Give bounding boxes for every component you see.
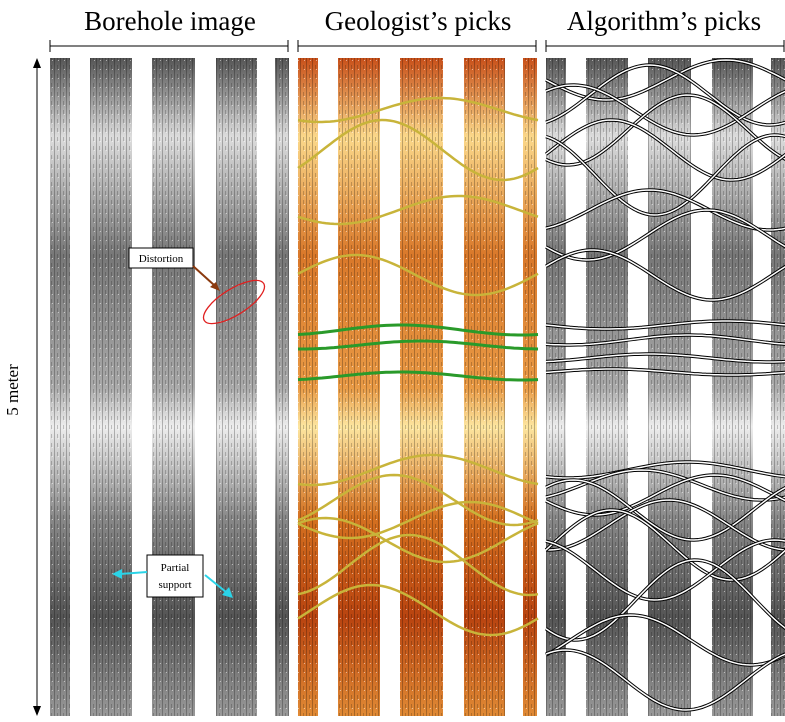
strip-texture [464,58,505,716]
note: support [159,579,192,591]
panel [298,58,538,716]
panel-title: Geologist’s picks [325,6,512,36]
depth-label: 5 meter [3,364,22,416]
strip-texture [50,58,70,716]
strip-texture [400,58,443,716]
strip-texture [546,58,566,716]
panel [50,58,289,716]
strip-texture [523,58,537,716]
figure: Borehole image Geologist’s picks Algorit… [0,0,785,722]
strip-texture [275,58,289,716]
note: Partial [161,562,190,574]
strip-texture [216,58,257,716]
note: Distortion [139,253,184,265]
strip-texture [152,58,195,716]
depth-arrow [33,58,41,716]
brackets [50,40,784,52]
panel-titles: Borehole image Geologist’s picks Algorit… [84,6,761,36]
panel [546,58,785,716]
panels [50,58,785,716]
strip-texture [648,58,691,716]
panel-title: Algorithm’s picks [567,6,761,36]
strip-texture [90,58,132,716]
panel-title: Borehole image [84,6,256,36]
strip-texture [338,58,380,716]
